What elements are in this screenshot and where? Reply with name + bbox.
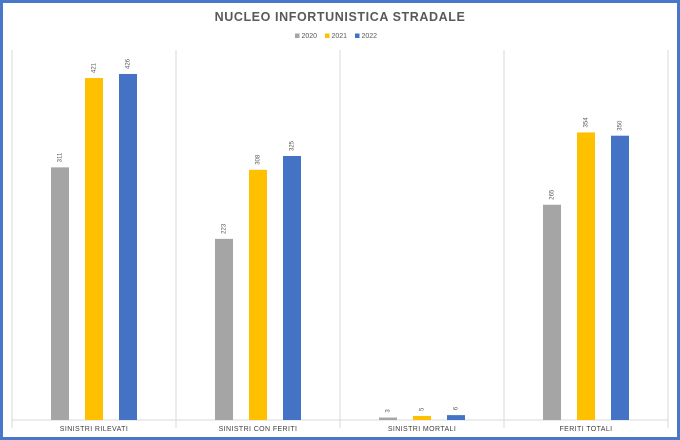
bar-feriti-totali-2020 <box>543 204 561 420</box>
x-tick-label: SINISTRI CON FERITI <box>219 426 298 433</box>
plot-area: 311 421 426 SINISTRI RILEVATI 223 308 325 SINIS… <box>11 50 669 433</box>
legend-swatch-2021 <box>325 33 330 38</box>
bar-sinistri-con-feriti-2021 <box>249 169 267 420</box>
legend-label-2020: 2020 <box>302 33 318 40</box>
data-label-sinistri-mortali-2020: 3 <box>386 409 392 413</box>
data-label-feriti-totali-2021: 354 <box>584 117 590 128</box>
data-label-feriti-totali-2022: 350 <box>618 120 624 131</box>
bar-sinistri-mortali-2020 <box>379 417 397 420</box>
bar-feriti-totali-2021 <box>577 132 595 420</box>
data-label-sinistri-rilevati-2022: 426 <box>126 58 132 69</box>
x-tick-label: SINISTRI RILEVATI <box>60 426 128 433</box>
bar-feriti-totali-2022 <box>611 135 629 420</box>
data-label-sinistri-rilevati-2020: 311 <box>58 152 64 162</box>
bar-sinistri-rilevati-2022 <box>119 73 137 420</box>
legend: 2020 2021 2022 <box>295 33 377 40</box>
bar-sinistri-rilevati-2020 <box>51 167 69 420</box>
data-label-sinistri-mortali-2022: 6 <box>454 406 460 410</box>
bar-sinistri-mortali-2022 <box>447 415 465 420</box>
bar-sinistri-con-feriti-2022 <box>283 156 301 420</box>
data-label-sinistri-con-feriti-2022: 325 <box>290 140 296 151</box>
legend-swatch-2022 <box>355 33 360 38</box>
legend-swatch-2020 <box>295 33 300 38</box>
data-label-sinistri-rilevati-2021: 421 <box>92 62 98 73</box>
legend-label-2021: 2021 <box>332 33 348 40</box>
bar-sinistri-con-feriti-2020 <box>215 238 233 420</box>
x-tick-label: SINISTRI MORTALI <box>388 426 456 433</box>
data-label-sinistri-con-feriti-2021: 308 <box>256 154 262 165</box>
data-label-sinistri-con-feriti-2020: 223 <box>222 223 228 234</box>
bar-sinistri-rilevati-2021 <box>85 78 103 420</box>
chart-title: NUCLEO INFORTUNISTICA STRADALE <box>215 10 466 24</box>
x-tick-label: FERITI TOTALI <box>559 426 612 433</box>
data-label-sinistri-mortali-2021: 5 <box>420 407 426 411</box>
bar-sinistri-mortali-2021 <box>413 415 431 420</box>
legend-label-2022: 2022 <box>362 33 378 40</box>
data-label-feriti-totali-2020: 265 <box>550 189 556 200</box>
